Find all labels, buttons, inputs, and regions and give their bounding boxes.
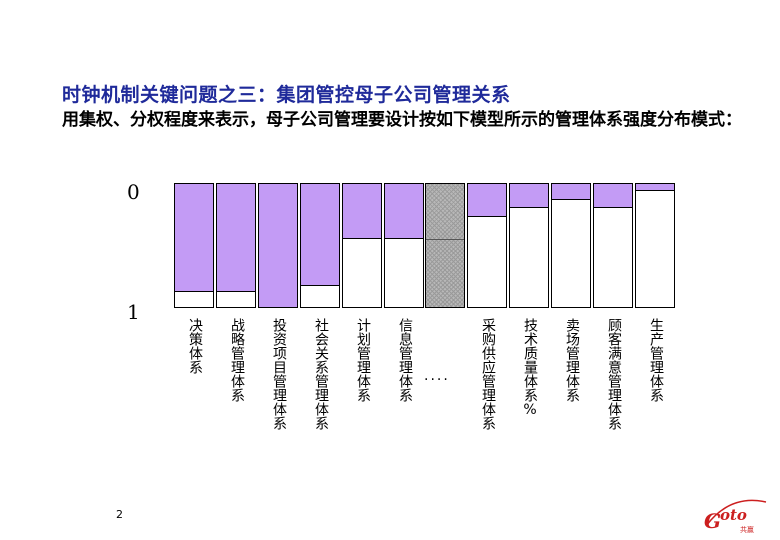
goto-logo: G oto 共赢 [700, 492, 770, 536]
page-number: 2 [116, 508, 123, 521]
category-label: 社会关系管理体系 [313, 318, 329, 430]
chart-bar [216, 183, 256, 308]
chart-bar-fill [468, 184, 506, 217]
category-label: 生产管理体系 [648, 318, 664, 402]
chart-bar [384, 183, 424, 308]
chart-bar-fill [594, 184, 632, 208]
chart-bar-fill [175, 184, 213, 292]
category-label: 投资项目管理体系 [271, 318, 287, 430]
chart-bar [300, 183, 340, 308]
category-label: 顾客满意管理体系 [606, 318, 622, 430]
chart-bar-fill [552, 184, 590, 200]
chart-bar-fill [385, 184, 423, 239]
chart-bar-placeholder [425, 183, 465, 308]
chart-bar-fill [636, 184, 674, 191]
axis-label-bottom: 1 [127, 300, 140, 324]
category-label: 技术质量体系% [522, 318, 538, 418]
category-label: 计划管理体系 [355, 318, 371, 402]
chart-bar [174, 183, 214, 308]
chart-bar [342, 183, 382, 308]
svg-text:G: G [704, 509, 721, 533]
category-label: 战略管理体系 [229, 318, 245, 402]
chart-bar [635, 183, 675, 308]
slide-title: 时钟机制关键问题之三：集团管控母子公司管理关系 [62, 84, 511, 106]
chart-bar [593, 183, 633, 308]
chart-bar [467, 183, 507, 308]
category-label: 采购供应管理体系 [480, 318, 496, 430]
axis-label-top: 0 [127, 180, 140, 204]
category-label: 决策体系 [187, 318, 203, 374]
goto-logo-icon: G oto 共赢 [704, 499, 767, 534]
chart-bar-fill [259, 184, 297, 307]
chart-bar [509, 183, 549, 308]
chart-bar-fill [510, 184, 548, 208]
category-label: 信息管理体系 [397, 318, 413, 402]
slide-subtitle: 用集权、分权程度来表示，母子公司管理要设计按如下模型所示的管理体系强度分布模式： [62, 110, 742, 130]
chart-bar-fill [343, 184, 381, 239]
svg-text:oto: oto [720, 506, 747, 524]
category-label: 卖场管理体系 [564, 318, 580, 402]
chart-bar-fill [301, 184, 339, 286]
chart-bar [258, 183, 298, 308]
ellipsis-text: .... [424, 368, 450, 384]
svg-text:共赢: 共赢 [740, 525, 754, 534]
chart-bar-fill [217, 184, 255, 292]
chart-bar [551, 183, 591, 308]
